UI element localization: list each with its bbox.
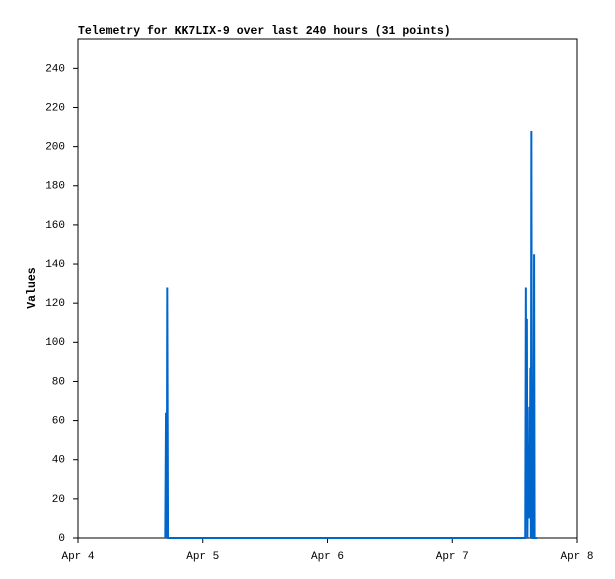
plot-frame [77,38,578,539]
data-line [164,130,538,539]
y-tick-label: 220 [45,102,65,114]
x-tick-label: Apr 4 [61,551,94,563]
x-tick-label: Apr 7 [436,551,469,563]
y-tick-label: 80 [52,376,65,388]
x-tick-label: Apr 8 [560,551,593,563]
y-tick-label: 120 [45,298,65,310]
y-axis-title: Values [26,267,39,309]
y-tick-label: 40 [52,455,65,467]
y-tick-label: 0 [58,533,65,545]
y-tick-label: 60 [52,415,65,427]
y-tick-label: 20 [52,494,65,506]
x-tick-label: Apr 6 [311,551,344,563]
y-tick-label: 160 [45,220,65,232]
y-tick-label: 240 [45,63,65,75]
y-tick-label: 140 [45,259,65,271]
x-tick-label: Apr 5 [186,551,219,563]
y-tick-label: 100 [45,337,65,349]
y-tick-label: 180 [45,181,65,193]
chart-title: Telemetry for KK7LIX-9 over last 240 hou… [78,25,451,38]
y-tick-label: 200 [45,142,65,154]
